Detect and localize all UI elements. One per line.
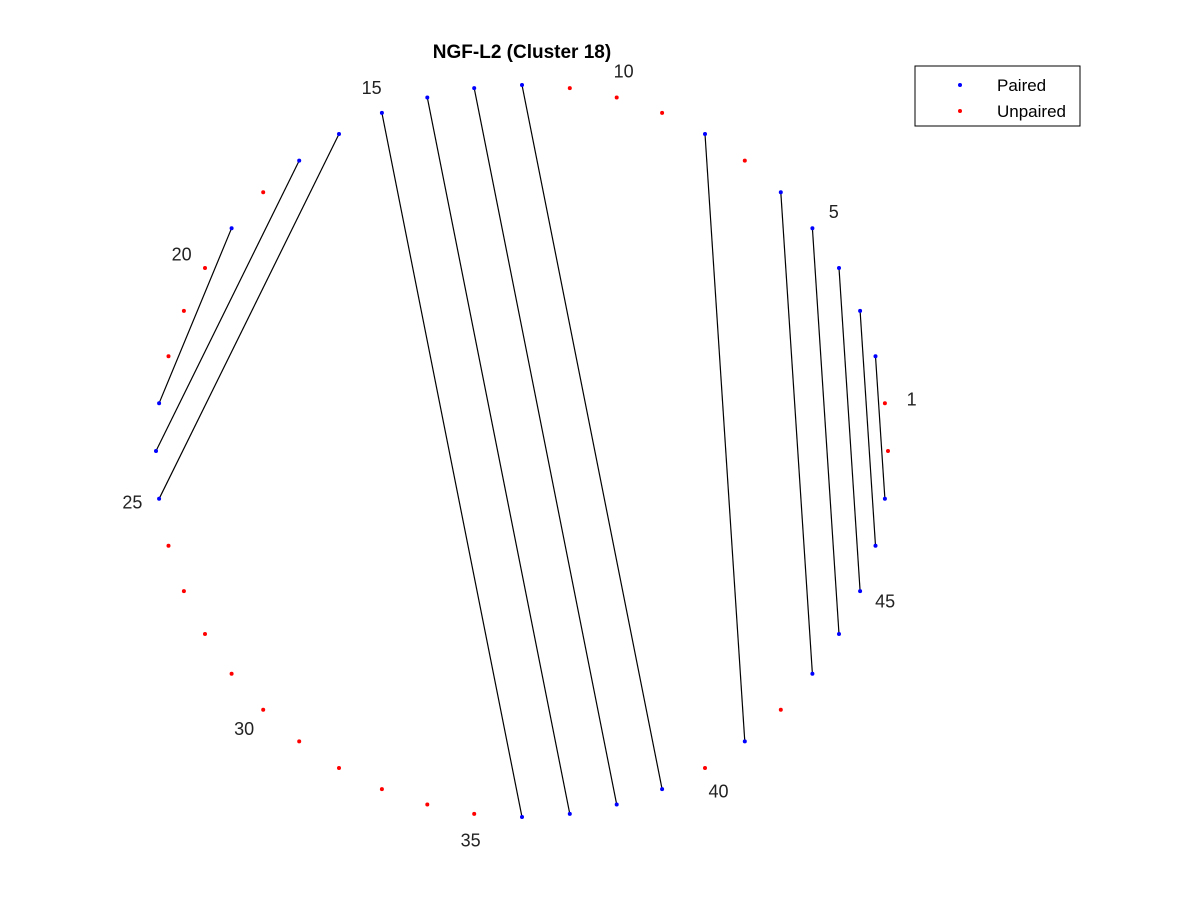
unpaired-point-10	[614, 95, 619, 100]
unpaired-point-48	[886, 449, 890, 453]
legend-label-paired: Paired	[997, 76, 1046, 95]
unpaired-point-28	[203, 632, 207, 636]
unpaired-point-42	[778, 707, 783, 712]
paired-point-23	[157, 401, 162, 406]
pair-chord-4-45	[838, 267, 861, 592]
unpaired-point-18	[261, 190, 266, 195]
paired-point-12	[520, 83, 524, 87]
paired-point-4	[837, 266, 841, 270]
legend: Paired Unpaired	[914, 65, 1081, 127]
unpaired-point-32	[337, 766, 341, 770]
paired-point-5	[810, 226, 815, 231]
paired-point-41	[742, 739, 747, 744]
index-label-30: 30	[234, 719, 254, 739]
unpaired-point-35	[472, 811, 477, 816]
legend-label-unpaired: Unpaired	[997, 102, 1066, 121]
legend-box	[914, 65, 1081, 127]
unpaired-point-29	[229, 671, 234, 676]
pair-chord-16-25	[158, 133, 340, 500]
paired-point-6	[778, 190, 783, 195]
index-label-15: 15	[362, 78, 382, 98]
index-label-45: 45	[875, 591, 895, 611]
paired-point-15	[379, 110, 384, 115]
unpaired-point-40	[703, 766, 707, 770]
unpaired-point-22	[166, 354, 171, 359]
paired-point-44	[837, 632, 841, 636]
paired-point-3	[858, 308, 863, 313]
pair-chord-8-41	[704, 133, 746, 742]
unpaired-point-11	[567, 86, 572, 91]
index-label-25: 25	[122, 492, 142, 512]
pair-chord-19-23	[158, 227, 233, 404]
pair-chord-6-43	[780, 192, 813, 674]
unpaired-point-30	[261, 707, 266, 712]
index-label-40: 40	[708, 781, 728, 801]
unpaired-point-21	[181, 308, 186, 313]
paired-point-36	[520, 815, 524, 819]
paired-point-47	[882, 496, 887, 501]
index-label-20: 20	[172, 245, 192, 265]
paired-point-37	[567, 811, 572, 816]
paired-point-38	[614, 802, 619, 807]
unpaired-point-26	[166, 543, 171, 548]
pair-chord-5-44	[811, 228, 840, 635]
unpaired-point-1	[882, 401, 887, 406]
paired-point-45	[858, 589, 863, 594]
paired-point-43	[810, 671, 815, 676]
legend-marker-paired	[958, 83, 962, 87]
paired-point-19	[229, 226, 234, 231]
unpaired-point-31	[297, 739, 302, 744]
pair-chord-17-24	[155, 160, 300, 452]
paired-point-2	[873, 354, 878, 359]
unpaired-point-9	[660, 110, 665, 115]
position-points	[154, 83, 890, 819]
pair-chord-3-46	[859, 310, 877, 546]
pair-chord-15-36	[381, 112, 523, 818]
unpaired-point-33	[379, 787, 384, 792]
paired-point-14	[425, 95, 430, 100]
unpaired-point-7	[742, 158, 747, 163]
index-label-5: 5	[829, 202, 839, 222]
paired-point-24	[154, 449, 158, 453]
paired-point-17	[297, 158, 302, 163]
legend-marker-unpaired	[958, 109, 962, 113]
paired-point-13	[472, 86, 477, 91]
pair-chord-12-39	[521, 84, 663, 790]
unpaired-point-20	[203, 266, 207, 270]
pair-chord-2-47	[874, 356, 886, 499]
index-label-10: 10	[614, 61, 634, 81]
unpaired-point-34	[425, 802, 430, 807]
paired-point-46	[873, 543, 878, 548]
index-label-1: 1	[907, 390, 917, 410]
index-label-35: 35	[461, 831, 481, 851]
pair-chord-13-38	[473, 87, 618, 805]
paired-point-25	[157, 496, 162, 501]
paired-point-39	[660, 787, 665, 792]
chart-title: NGF-L2 (Cluster 18)	[433, 42, 611, 63]
paired-point-8	[703, 132, 707, 136]
pair-chords	[155, 84, 886, 818]
pair-chord-14-37	[426, 97, 571, 815]
unpaired-point-27	[181, 589, 186, 594]
paired-point-16	[337, 132, 341, 136]
